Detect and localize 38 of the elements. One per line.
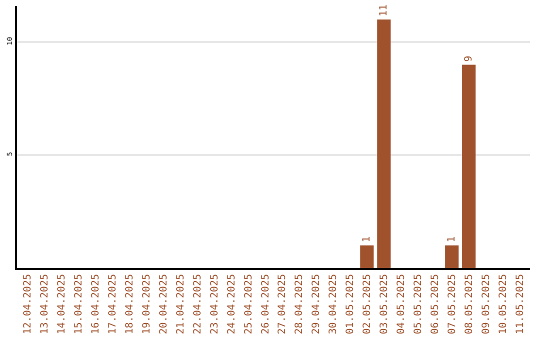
x-tick-label: 24.04.2025 [226,274,238,334]
x-tick-label: 09.05.2025 [481,274,492,334]
x-tick-label: 25.04.2025 [243,274,254,334]
x-tick-label: 26.04.2025 [260,274,272,334]
x-tick-label: 18.04.2025 [124,274,136,334]
x-tick-label: 06.05.2025 [430,274,442,334]
x-tick-label: 01.05.2025 [345,274,356,334]
x-tick-label: 12.04.2025 [22,274,34,334]
x-tick-label: 10.05.2025 [498,274,510,334]
x-tick-label: 04.05.2025 [396,274,408,334]
data-label: 9 [463,56,474,62]
x-tick-label: 29.04.2025 [311,274,322,334]
x-tick-label: 11.05.2025 [515,274,526,334]
x-tick-label: 28.04.2025 [294,274,306,334]
x-tick-label: 21.04.2025 [175,274,186,334]
bar [445,245,459,268]
bar [377,20,391,268]
x-tick-label: 03.05.2025 [379,274,390,334]
data-label: 1 [446,236,458,242]
bar [462,64,476,268]
x-tick-label: 16.04.2025 [90,274,102,334]
x-tick-label: 23.04.2025 [209,274,220,334]
x-tick-label: 07.05.2025 [447,274,458,334]
x-tick-label: 14.04.2025 [56,274,68,334]
x-tick-label: 27.04.2025 [277,274,288,334]
x-tick-label: 17.04.2025 [107,274,118,334]
x-tick-label: 08.05.2025 [464,274,476,334]
x-tick-label: 19.04.2025 [141,274,152,334]
x-tick-label: 15.04.2025 [73,274,84,334]
x-tick-label: 20.04.2025 [158,274,170,334]
data-label: 11 [378,4,390,17]
bar [360,245,374,268]
x-tick-label: 13.04.2025 [39,274,50,334]
x-tick-label: 02.05.2025 [362,274,374,334]
x-tick-label: 05.05.2025 [413,274,424,334]
data-label: 1 [361,236,372,242]
x-tick-label: 30.04.2025 [328,274,340,334]
x-tick-label: 22.04.2025 [192,274,204,334]
